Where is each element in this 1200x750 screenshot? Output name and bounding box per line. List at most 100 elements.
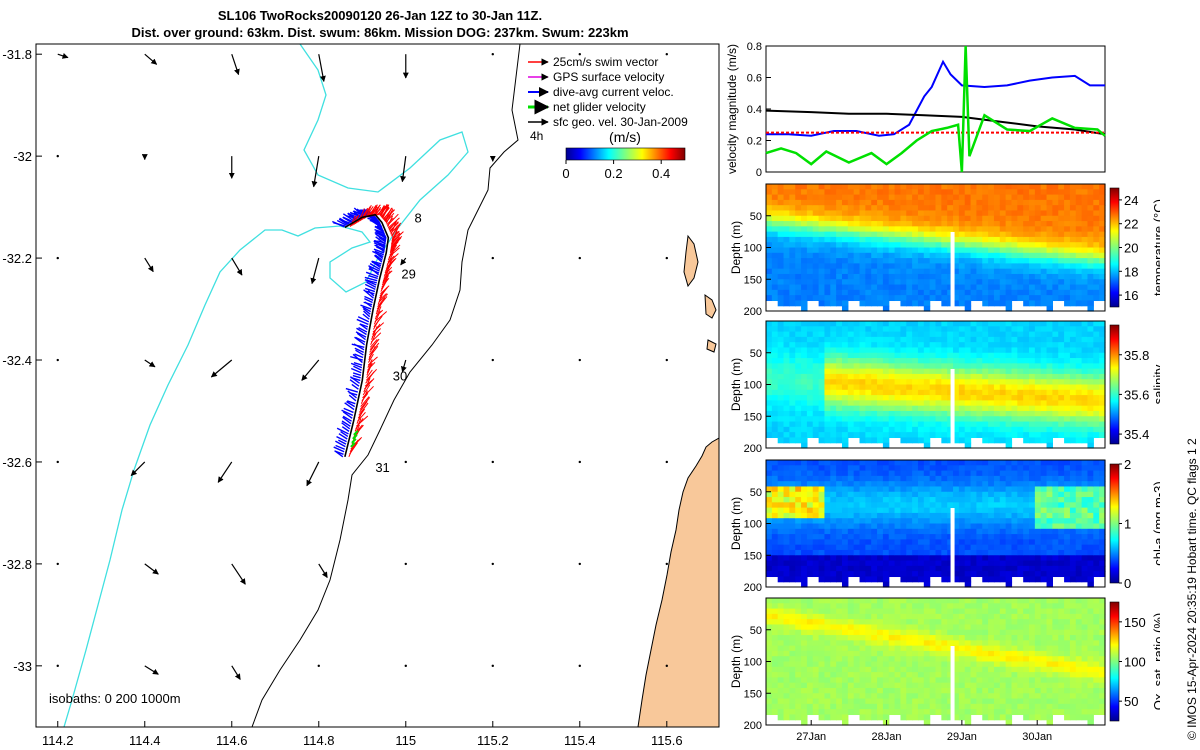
heatmap-cell: [859, 405, 866, 412]
heatmap-cell: [789, 437, 796, 444]
heatmap-cell: [865, 629, 872, 636]
heatmap-cell: [1087, 326, 1094, 333]
colorbar-tick-label: 35.6: [1124, 387, 1149, 402]
heatmap-cell: [1034, 300, 1042, 307]
heatmap-cell: [789, 242, 796, 249]
heatmap-cell: [1005, 581, 1013, 588]
heatmap-cell: [1046, 305, 1053, 312]
heatmap-cell: [871, 576, 878, 583]
heatmap-cell: [929, 347, 937, 354]
heatmap-cell: [853, 698, 861, 705]
heatmap-cell: [923, 194, 931, 201]
heatmap-cell: [947, 507, 954, 514]
heatmap-cell: [1075, 565, 1083, 572]
heatmap-cell: [1093, 295, 1100, 302]
heatmap-cell: [818, 629, 826, 636]
heatmap-cell: [836, 528, 843, 535]
heatmap-cell: [982, 247, 989, 254]
heatmap-cell: [1017, 215, 1024, 222]
heatmap-cell: [836, 358, 843, 364]
heatmap-cell: [912, 432, 919, 439]
heatmap-cell: [964, 442, 972, 449]
heatmap-cell: [853, 279, 861, 286]
heatmap-cell: [1099, 273, 1106, 280]
heatmap-cell: [1052, 363, 1059, 370]
heatmap-cell: [929, 539, 937, 546]
heatmap-cell: [789, 682, 796, 689]
heatmap-cell: [888, 650, 896, 657]
heatmap-cell: [1081, 268, 1089, 275]
heatmap-cell: [771, 465, 779, 472]
heatmap-cell: [888, 231, 896, 238]
heatmap-cell: [953, 528, 960, 535]
heatmap-cell: [801, 613, 808, 620]
heatmap-cell: [1034, 571, 1042, 578]
heatmap-cell: [888, 528, 896, 535]
heatmap-cell: [789, 709, 796, 716]
heatmap-cell: [1099, 189, 1106, 196]
heatmap-cell: [917, 226, 925, 233]
heatmap-cell: [999, 347, 1007, 354]
heatmap-cell: [859, 358, 866, 364]
heatmap-cell: [1087, 247, 1094, 254]
heatmap-cell: [824, 410, 831, 417]
heatmap-cell: [841, 326, 849, 333]
heatmap-cell: [993, 523, 1001, 530]
swim-vector: [368, 345, 379, 358]
heatmap-cell: [859, 210, 866, 217]
heatmap-cell: [882, 576, 890, 583]
dive-current-vector: [341, 420, 351, 427]
dive-current-vector: [335, 440, 346, 448]
heatmap-cell: [1017, 534, 1024, 540]
heatmap-cell: [847, 698, 855, 705]
heatmap-cell: [877, 416, 884, 423]
heatmap-cell: [1058, 236, 1065, 243]
heatmap-cell: [871, 189, 878, 196]
heatmap-cell: [865, 268, 872, 275]
heatmap-cell: [923, 210, 931, 217]
heatmap-cell: [964, 352, 972, 359]
heatmap-cell: [1011, 363, 1018, 370]
heatmap-cell: [953, 565, 960, 572]
heatmap-cell: [812, 598, 820, 604]
heatmap-cell: [929, 295, 937, 302]
heatmap-cell: [923, 576, 931, 583]
heatmap-cell: [783, 221, 790, 227]
heatmap-cell: [836, 426, 843, 433]
heatmap-cell: [766, 416, 773, 423]
heatmap-cell: [1075, 410, 1083, 417]
heatmap-cell: [841, 687, 849, 694]
swim-vector: [390, 237, 402, 249]
heatmap-cell: [1093, 247, 1100, 254]
heatmap-cell: [923, 534, 931, 540]
heatmap-cell: [877, 565, 884, 572]
heatmap-cell: [847, 693, 855, 700]
heatmap-cell: [912, 528, 919, 535]
heatmap-cell: [847, 199, 855, 206]
heatmap-cell: [1064, 497, 1071, 503]
heatmap-cell: [970, 518, 978, 525]
heatmap-cell: [859, 352, 866, 359]
heatmap-cell: [771, 502, 779, 509]
net-glider-vector: [350, 442, 356, 448]
heatmap-cell: [929, 252, 937, 259]
heatmap-cell: [871, 215, 878, 222]
heatmap-cell: [993, 236, 1001, 243]
heatmap-cell: [877, 284, 884, 291]
heatmap-cell: [1023, 247, 1030, 254]
heatmap-cell: [929, 555, 937, 562]
heatmap-cell: [935, 194, 942, 201]
heatmap-cell: [1069, 258, 1077, 264]
heatmap-cell: [812, 460, 820, 466]
heatmap-cell: [865, 645, 872, 652]
heatmap-cell: [988, 507, 995, 514]
swim-vector: [385, 212, 395, 223]
heatmap-cell: [812, 465, 820, 472]
heatmap-cell: [789, 284, 796, 291]
swim-vector: [369, 338, 380, 351]
heatmap-cell: [795, 279, 802, 286]
heatmap-cell: [941, 395, 948, 401]
heatmap-cell: [806, 379, 814, 386]
swim-vector: [375, 309, 384, 318]
